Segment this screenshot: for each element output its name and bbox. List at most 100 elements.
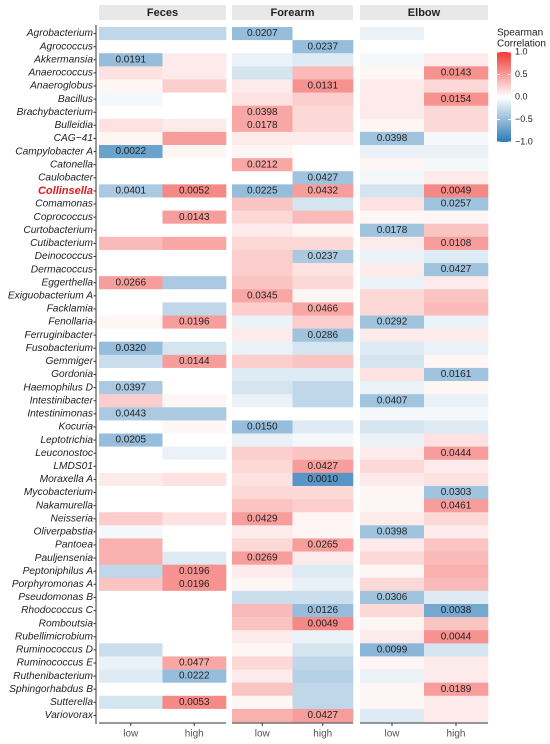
heat-cell xyxy=(99,302,163,316)
row-label: Exiguobacterium A xyxy=(8,291,93,302)
heat-cell xyxy=(360,79,425,93)
heat-cell xyxy=(232,407,293,421)
heat-cell xyxy=(360,184,425,198)
cell-label: 0.0427 xyxy=(307,710,338,721)
heat-cell xyxy=(232,79,293,93)
heat-cell xyxy=(424,420,489,434)
heat-cell xyxy=(292,394,354,408)
heat-cell xyxy=(99,472,163,487)
cell-label: 0.0444 xyxy=(441,448,472,459)
heat-cell xyxy=(99,53,163,67)
row-label: Nakamurella xyxy=(36,500,94,511)
heat-cell xyxy=(292,643,354,657)
heat-cell xyxy=(292,420,354,434)
heat-cell xyxy=(360,551,425,565)
heat-cell xyxy=(232,617,293,631)
heat-cell xyxy=(162,328,227,343)
heat-cell xyxy=(99,512,163,526)
heat-cell xyxy=(360,315,425,329)
heat-cell xyxy=(424,564,489,579)
heat-cell xyxy=(424,590,489,605)
heat-cell xyxy=(99,27,163,41)
heat-cell xyxy=(424,472,489,487)
heat-cell xyxy=(292,276,354,290)
row-label: Moraxella A xyxy=(40,474,94,485)
heat-cell xyxy=(360,223,425,238)
heat-cell xyxy=(162,53,227,67)
heat-cell xyxy=(292,223,354,238)
row-label: Collinsella xyxy=(38,185,93,197)
heat-cell xyxy=(292,682,354,697)
heat-cell xyxy=(232,66,293,80)
heat-cell xyxy=(424,381,489,395)
heat-cell xyxy=(292,197,354,211)
heat-cell xyxy=(232,446,293,461)
heat-cell xyxy=(292,145,354,159)
heat-cell xyxy=(232,236,293,251)
heat-cell xyxy=(424,354,489,369)
heat-cell xyxy=(424,289,489,303)
heat-cell xyxy=(292,367,354,382)
row-label: Coprococcus xyxy=(34,212,93,223)
cell-label: 0.0477 xyxy=(179,658,210,669)
heat-cell xyxy=(232,538,293,552)
heat-cell xyxy=(292,184,354,198)
cell-label: 0.0049 xyxy=(307,618,338,629)
row-label: Ferruginibacter xyxy=(24,330,93,341)
cell-label: 0.0161 xyxy=(441,369,472,380)
heat-cell xyxy=(360,158,425,172)
heat-cell xyxy=(99,525,163,539)
heat-cell xyxy=(292,590,354,605)
colorbar-label: 0.5 xyxy=(515,69,528,79)
heat-cell xyxy=(162,708,227,723)
heat-cell xyxy=(292,499,354,513)
heat-cell xyxy=(162,695,227,710)
heat-cell xyxy=(162,630,227,644)
cell-label: 0.0207 xyxy=(247,28,278,39)
heat-cell xyxy=(162,656,227,670)
heat-cell xyxy=(292,105,354,120)
heat-cell xyxy=(162,118,227,133)
heat-cell xyxy=(424,197,489,211)
heat-cell xyxy=(360,289,425,303)
heat-cell xyxy=(424,551,489,565)
heat-cell xyxy=(292,263,354,277)
heat-cell xyxy=(424,525,489,539)
heat-cell xyxy=(424,171,489,185)
row-label: Comamonas xyxy=(35,199,93,210)
heat-cell xyxy=(292,512,354,526)
heat-cell xyxy=(292,158,354,172)
heat-cell xyxy=(360,40,425,54)
cell-label: 0.0237 xyxy=(307,41,338,52)
heat-cell xyxy=(360,328,425,343)
cell-label: 0.0099 xyxy=(377,645,408,656)
heat-cell xyxy=(99,184,163,198)
cell-label: 0.0191 xyxy=(115,54,146,65)
heat-cell xyxy=(292,630,354,644)
cell-label: 0.0432 xyxy=(307,186,338,197)
cell-label: 0.0345 xyxy=(247,290,278,301)
heat-cell xyxy=(99,92,163,106)
heat-cell xyxy=(99,630,163,644)
heat-cell xyxy=(232,171,293,185)
heat-cell xyxy=(424,603,489,618)
cell-label: 0.0144 xyxy=(179,356,210,367)
heat-cell xyxy=(360,341,425,356)
heat-cell xyxy=(99,446,163,461)
heat-cell xyxy=(292,315,354,329)
row-label: Bulleidia xyxy=(54,120,93,131)
heat-cell xyxy=(162,184,227,198)
heat-cell xyxy=(292,656,354,670)
heat-cell xyxy=(162,79,227,93)
row-label: Ruthenibacterium xyxy=(13,671,93,682)
heat-cell xyxy=(99,485,163,500)
heat-cell xyxy=(424,145,489,159)
heat-cell xyxy=(360,708,425,723)
cell-label: 0.0257 xyxy=(441,199,472,210)
heat-cell xyxy=(292,210,354,224)
heat-cell xyxy=(292,328,354,343)
x-tick-label: high xyxy=(447,729,466,740)
heat-cell xyxy=(232,682,293,697)
heat-cell xyxy=(360,459,425,474)
cell-label: 0.0178 xyxy=(247,120,278,131)
